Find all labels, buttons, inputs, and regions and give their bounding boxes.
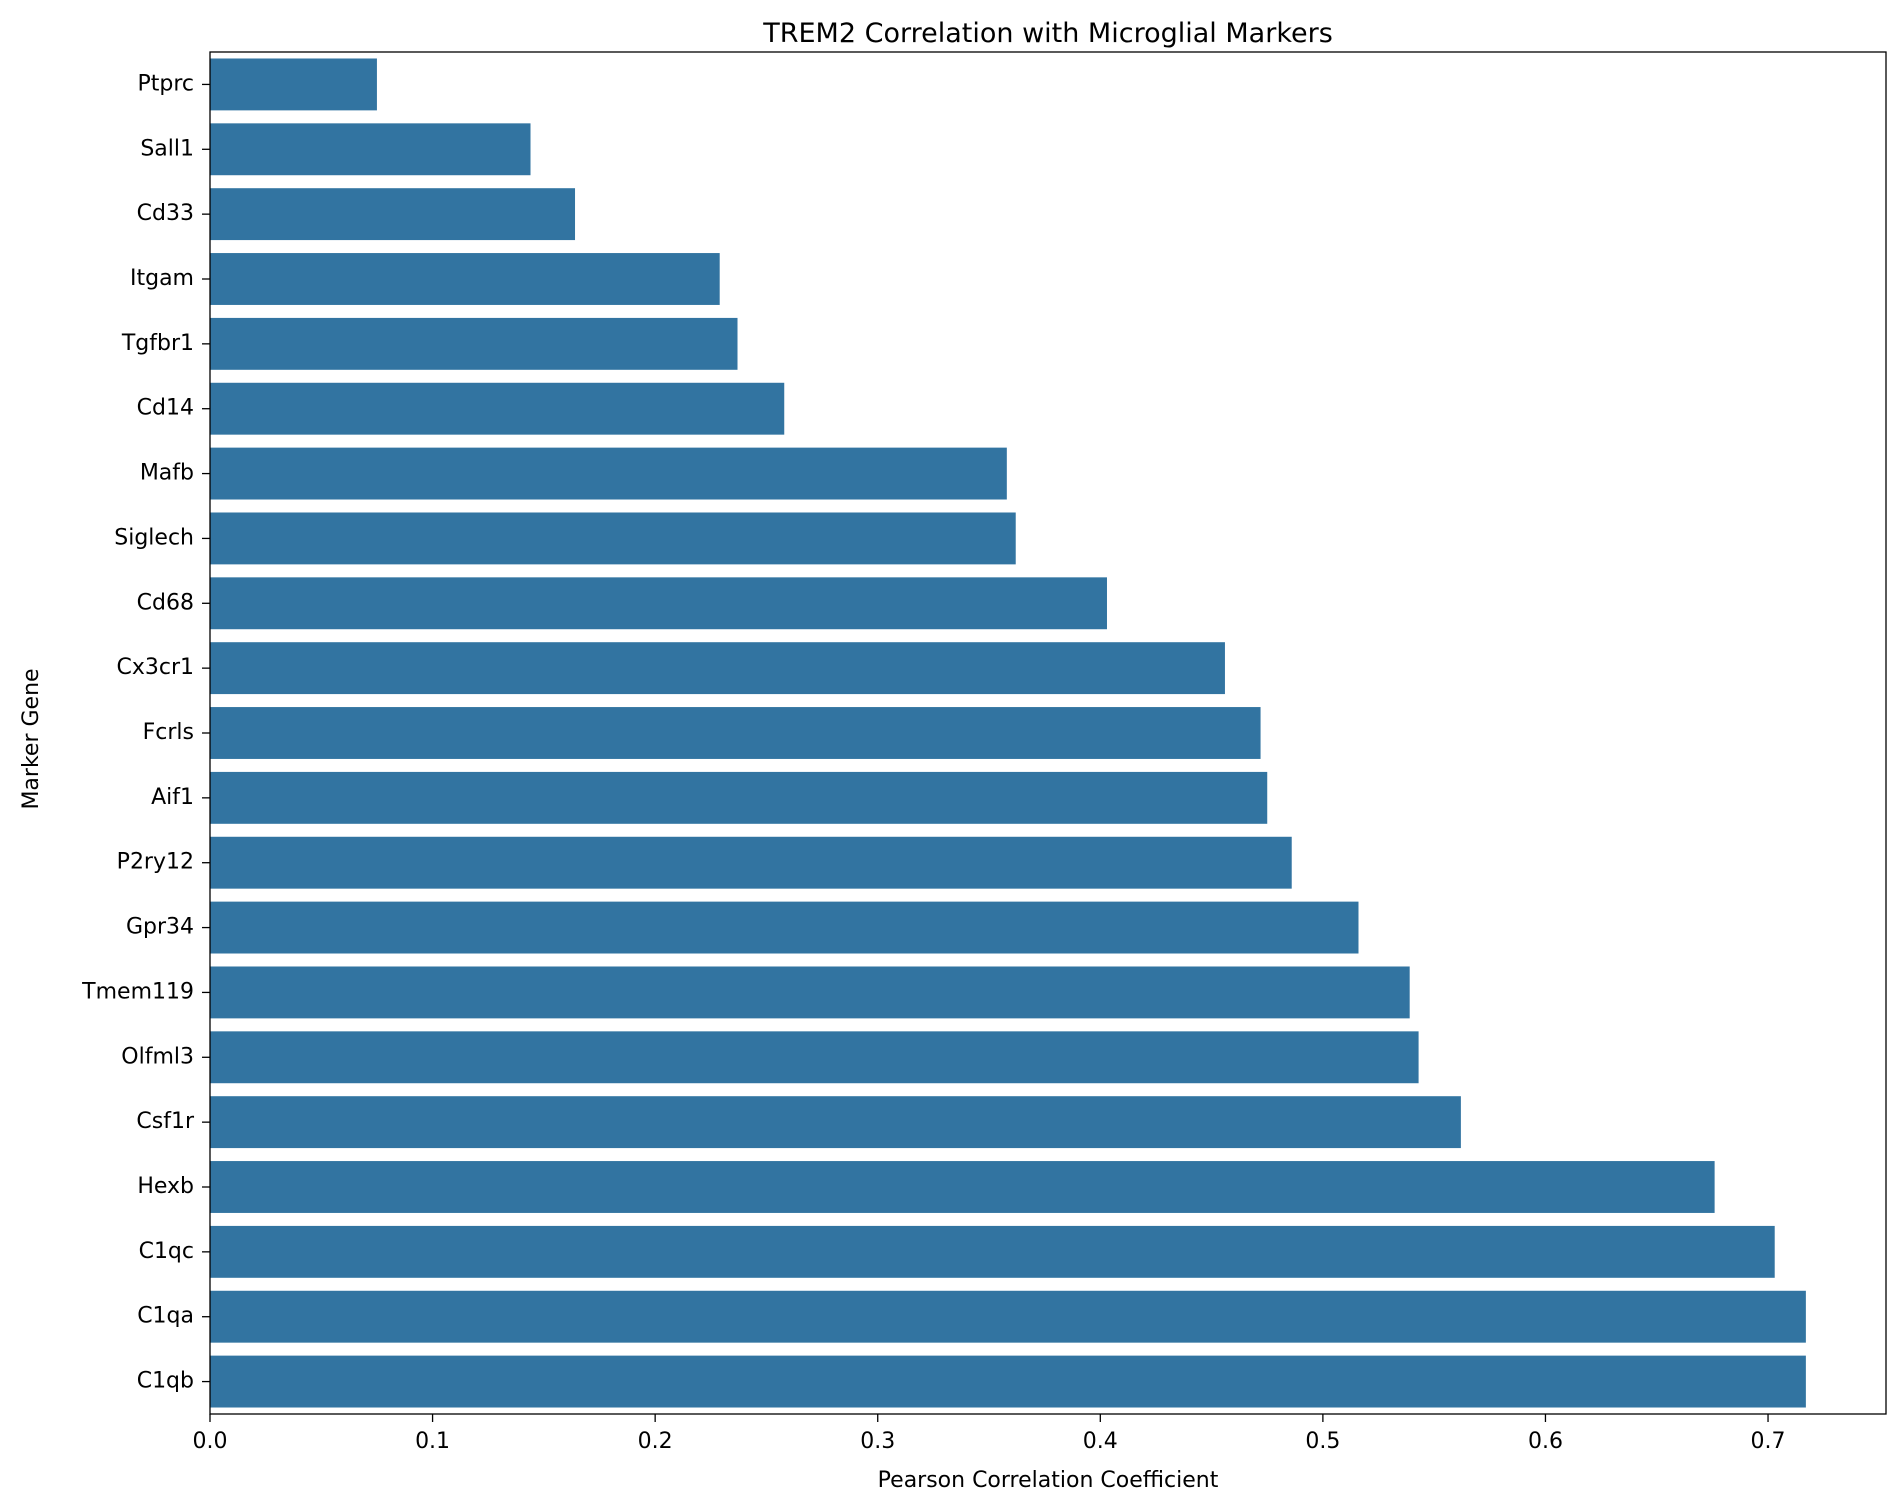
y-tick-label: Olfml3 [121, 1044, 194, 1069]
bar-tgfbr1 [210, 317, 738, 370]
bar-c1qb [210, 1355, 1806, 1408]
axes-frame [209, 51, 1887, 1415]
axes-spines [209, 51, 1887, 1415]
bar-tmem119 [210, 966, 1410, 1019]
y-tick-label: Ptprc [137, 71, 194, 96]
bar-mafb [210, 447, 1007, 500]
x-tick-label: 0.2 [638, 1429, 673, 1454]
bar-sall1 [210, 123, 531, 176]
x-tick-label: 0.0 [193, 1429, 228, 1454]
bar-cx3cr1 [210, 642, 1225, 695]
bar-itgam [210, 253, 720, 305]
x-tick-label: 0.4 [1083, 1429, 1118, 1454]
bar-c1qa [210, 1290, 1806, 1343]
bar-aif1 [210, 771, 1268, 824]
y-tick-label: Tmem119 [81, 979, 194, 1004]
bar-cd14 [210, 382, 785, 435]
bar-siglech [210, 512, 1016, 565]
bar-c1qc [210, 1225, 1775, 1278]
y-tick-label: Cd33 [137, 201, 194, 226]
y-tick-label: Csf1r [136, 1109, 195, 1134]
y-tick-label: Siglech [114, 525, 194, 550]
x-tick-label: 0.6 [1528, 1429, 1563, 1454]
x-tick-label: 0.5 [1305, 1429, 1340, 1454]
y-tick-label: Tgfbr1 [121, 331, 194, 356]
x-tick-label: 0.7 [1751, 1429, 1786, 1454]
y-tick-label: Hexb [137, 1174, 194, 1199]
bar-olfml3 [210, 1031, 1419, 1084]
y-tick-label: Gpr34 [126, 915, 194, 940]
bar-cd68 [210, 577, 1107, 630]
y-tick-label: Aif1 [151, 785, 194, 810]
x-axis-ticks: 0.0 0.1 0.2 0.3 0.4 0.5 0.6 0.7 [193, 1414, 1786, 1454]
x-tick-label: 0.1 [415, 1429, 450, 1454]
bar-gpr34 [210, 901, 1359, 954]
y-tick-label: Mafb [140, 461, 194, 486]
bars-group [210, 58, 1806, 1408]
y-tick-label: C1qb [137, 1369, 194, 1394]
x-tick-label: 0.3 [860, 1429, 895, 1454]
y-tick-label: Cd68 [137, 590, 194, 615]
y-tick-label: Cd14 [137, 396, 194, 421]
bar-fcrls [210, 707, 1261, 759]
y-axis-label: Marker Gene [19, 668, 44, 809]
y-tick-label: P2ry12 [117, 850, 194, 875]
y-tick-label: C1qa [137, 1304, 194, 1329]
bar-cd33 [210, 188, 576, 241]
y-tick-label: Sall1 [140, 136, 194, 161]
x-axis-label: Pearson Correlation Coefficient [878, 1468, 1219, 1493]
bar-hexb [210, 1161, 1715, 1213]
y-tick-label: Itgam [130, 266, 194, 291]
y-axis-ticks: Ptprc Sall1 Cd33 Itgam Tgfbr1 Cd14 Mafb Siglech… [81, 71, 210, 1394]
bar-p2ry12 [210, 836, 1292, 889]
y-tick-label: Cx3cr1 [116, 655, 194, 680]
y-tick-label: C1qc [139, 1239, 194, 1264]
chart-title: TREM2 Correlation with Microglial Marker… [762, 18, 1333, 49]
y-tick-label: Fcrls [143, 720, 194, 745]
bar-csf1r [210, 1096, 1461, 1149]
bar-ptprc [210, 58, 377, 111]
